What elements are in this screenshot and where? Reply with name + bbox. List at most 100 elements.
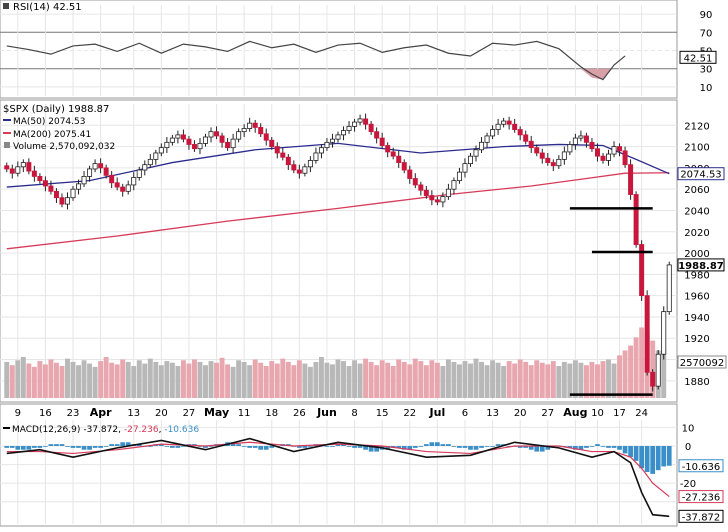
candle-body xyxy=(456,171,462,182)
macd-histogram-bar xyxy=(164,446,170,447)
rsi-value-box xyxy=(679,50,717,64)
candle-body xyxy=(131,177,137,186)
x-tick-label: 11 xyxy=(238,408,251,419)
candle-body xyxy=(296,169,302,174)
candle-body xyxy=(561,151,567,160)
macd-histogram-bar xyxy=(308,446,313,447)
candle-body xyxy=(666,264,672,313)
volume-bar xyxy=(307,366,313,398)
volume-bar xyxy=(440,366,446,398)
candle-body xyxy=(473,149,479,157)
ma200-legend-label: MA(200) 2075.41 xyxy=(13,130,91,140)
candle-body xyxy=(9,168,15,174)
candle-body xyxy=(617,146,623,152)
candle-body xyxy=(490,129,496,137)
volume-bar xyxy=(158,365,164,398)
volume-bar xyxy=(114,364,120,398)
candle-body xyxy=(506,120,512,125)
volume-bar xyxy=(484,365,490,398)
macd-histogram-bar xyxy=(495,444,501,446)
x-tick-label: 6 xyxy=(462,408,468,419)
volume-bar xyxy=(583,365,589,398)
macd-histogram-bar xyxy=(120,442,126,446)
volume-bar xyxy=(578,362,584,398)
candle-body xyxy=(451,180,457,190)
macd-histogram-bar xyxy=(490,446,495,447)
volume-bar xyxy=(556,366,562,398)
candle-body xyxy=(247,122,253,129)
candle-body xyxy=(467,155,473,165)
volume-bar xyxy=(180,360,186,398)
volume-bar xyxy=(407,364,413,398)
candle-body xyxy=(379,137,385,146)
candle-body xyxy=(147,158,153,166)
candle-body xyxy=(20,162,26,168)
volume-bar xyxy=(462,361,468,398)
candle-body xyxy=(661,311,667,355)
candle-body xyxy=(390,151,396,157)
candle-body xyxy=(346,125,352,132)
volume-legend-label: Volume 2,570,092,032 xyxy=(13,142,115,152)
volume-bar xyxy=(26,363,32,398)
macd-histogram-bar xyxy=(440,444,446,446)
candle-body xyxy=(363,118,369,125)
volume-bar xyxy=(633,337,639,398)
volume-bar xyxy=(175,366,181,398)
candle-body xyxy=(357,118,363,123)
candle-body xyxy=(26,162,32,172)
volume-bar xyxy=(252,359,258,398)
macd-histogram-bar xyxy=(136,444,142,446)
volume-bar xyxy=(263,366,269,398)
macd-legend-value: -37.872 xyxy=(83,425,118,435)
x-tick-label: 22 xyxy=(403,408,416,419)
macd-histogram-bar xyxy=(15,446,21,450)
x-tick-label: 15 xyxy=(376,408,389,419)
macd-histogram-bar xyxy=(617,446,622,450)
candle-body xyxy=(225,141,231,149)
volume-bar xyxy=(490,360,496,398)
macd-histogram-bar xyxy=(534,446,540,452)
macd-histogram-bar xyxy=(258,446,264,450)
x-tick-label: 9 xyxy=(15,408,21,419)
macd-histogram-bar xyxy=(517,446,523,448)
macd-histogram-bar xyxy=(600,446,606,447)
price-tick-label: 2000 xyxy=(684,249,709,260)
candle-body xyxy=(241,128,247,133)
macd-histogram-bar xyxy=(650,446,656,474)
x-tick-label: 17 xyxy=(613,408,626,419)
macd-histogram-bar xyxy=(429,442,435,446)
macd-histogram-bar xyxy=(655,446,661,471)
rsi-tick-label: 90 xyxy=(700,10,713,21)
volume-bar xyxy=(236,360,242,398)
volume-bar xyxy=(230,366,236,398)
volume-bar xyxy=(203,365,208,398)
candle-body xyxy=(175,134,181,139)
candle-body xyxy=(550,162,556,167)
macd-histogram-bar xyxy=(65,446,70,447)
macd-histogram-bar xyxy=(622,446,628,454)
macd-histogram-bar xyxy=(473,446,479,450)
macd-histogram-bar xyxy=(81,446,87,450)
macd-histogram-bar xyxy=(523,446,529,448)
macd-value-label: -10.636 xyxy=(682,462,721,473)
volume-bar xyxy=(517,359,523,398)
volume-bar xyxy=(611,363,617,398)
macd-histogram-bar xyxy=(346,446,352,447)
candle-body xyxy=(556,158,562,167)
macd-histogram-bar xyxy=(147,446,153,447)
volume-bar xyxy=(87,363,93,398)
x-tick-label: Aug xyxy=(563,406,587,419)
macd-histogram-bar xyxy=(368,446,374,452)
macd-histogram-bar xyxy=(158,444,164,446)
rsi-title-text: RSI(14) 42.51 xyxy=(13,2,82,13)
macd-value-box xyxy=(678,459,724,473)
candle-body xyxy=(302,166,308,174)
candle-body xyxy=(594,148,600,157)
macd-legend-sep2: , xyxy=(159,425,165,435)
macd-histogram-bar xyxy=(363,446,368,450)
macd-histogram-bar xyxy=(9,446,15,448)
volume-bar xyxy=(169,362,175,398)
volume-bar xyxy=(385,362,391,398)
rsi-line xyxy=(6,40,626,81)
